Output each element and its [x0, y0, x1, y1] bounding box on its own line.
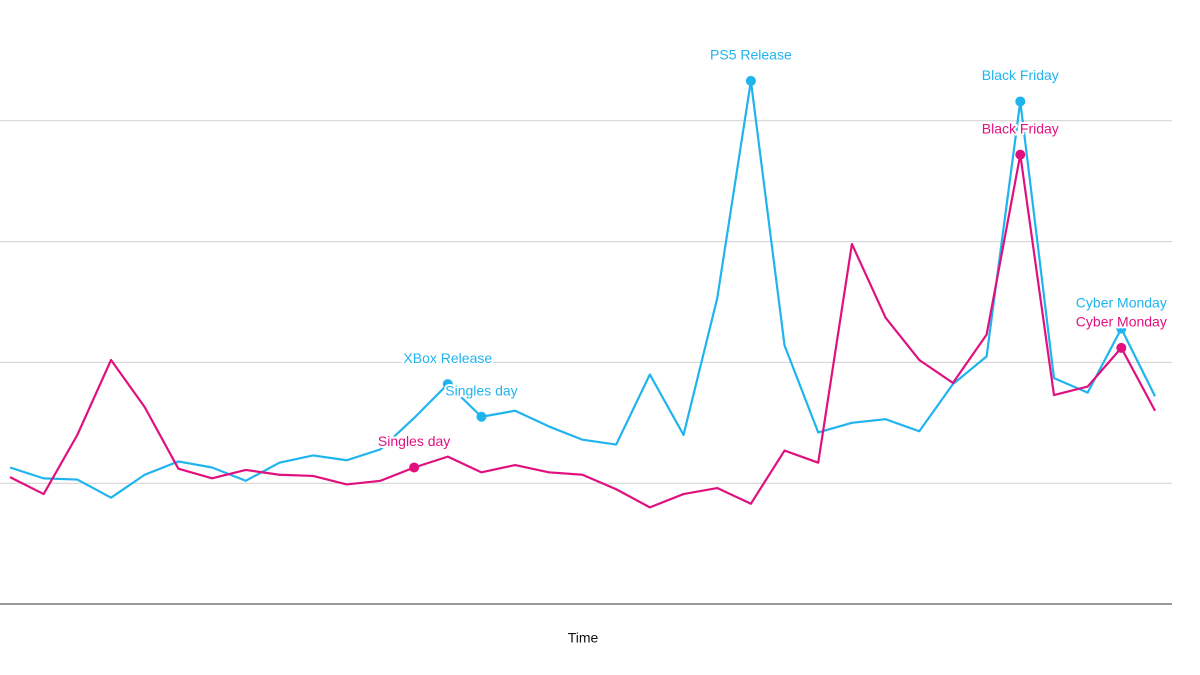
annotation: XBox Release: [403, 350, 492, 366]
annotation: Cyber Monday: [1076, 294, 1167, 310]
annotation: Black Friday: [982, 120, 1059, 136]
annotated-point: [442, 379, 453, 390]
annotation: Cyber Monday: [1076, 314, 1167, 330]
annotated-point: [1015, 96, 1026, 107]
series-line: [9, 79, 1156, 499]
x-axis-label: Time: [568, 630, 599, 646]
annotated-point: [1116, 323, 1127, 334]
annotation: Singles day: [445, 382, 517, 398]
annotated-point: [1015, 149, 1026, 160]
annotated-point: [745, 75, 756, 86]
annotation: Singles day: [378, 433, 450, 449]
annotation: PS5 Release: [710, 47, 792, 63]
series-line: [9, 153, 1156, 509]
annotation: Black Friday: [982, 67, 1059, 83]
annotated-point: [1116, 342, 1127, 353]
annotated-point: [409, 462, 420, 473]
annotated-point: [476, 411, 487, 422]
